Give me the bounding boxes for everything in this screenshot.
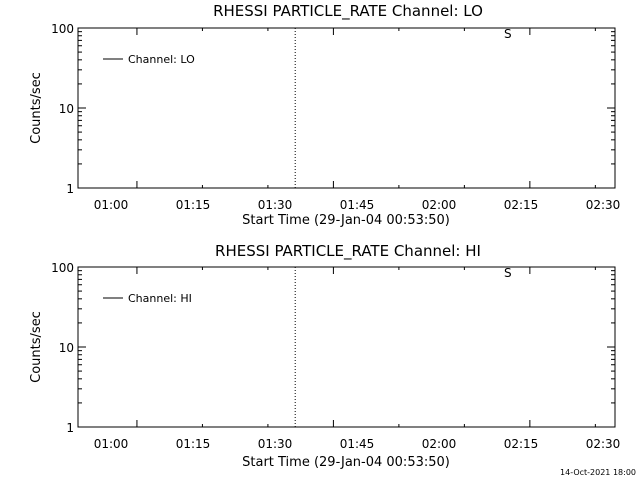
x-tick-label-hi-0100: 01:00 [94,437,129,451]
legend-label-lo: Channel: LO [128,53,195,66]
s-marker-hi: S [504,266,512,280]
y-tick-label-hi-10: 10 [59,341,74,355]
x-tick-label-lo-0100: 01:00 [94,198,129,212]
axis-ticks-lo [78,27,615,189]
x-tick-label-hi-0215: 02:15 [504,437,539,451]
x-tick-label-hi-0130: 01:30 [258,437,293,451]
time-markers-lo [294,28,296,188]
x-tick-label-hi-0230: 02:30 [586,437,621,451]
chart-title-hi: RHESSI PARTICLE_RATE Channel: HI [215,242,481,261]
x-axis-label-hi: Start Time (29-Jan-04 00:53:50) [242,455,450,470]
x-axis-label-lo: Start Time (29-Jan-04 00:53:50) [242,213,450,228]
footer-timestamp: 14-Oct-2021 18:00 [560,468,636,477]
panel-lo: RHESSI PARTICLE_RATE Channel: LO Counts/… [29,2,621,228]
y-axis-label-lo: Counts/sec [29,72,44,144]
y-tick-label-lo-100: 100 [51,22,74,36]
panel-hi: RHESSI PARTICLE_RATE Channel: HI Counts/… [29,242,621,470]
x-tick-label-lo-0215: 02:15 [504,198,539,212]
x-tick-label-lo-0130: 01:30 [258,198,293,212]
axis-ticks-hi [78,266,615,428]
legend-lo: Channel: LO [103,53,195,66]
y-tick-label-hi-100: 100 [51,261,74,275]
x-tick-label-lo-0200: 02:00 [422,198,457,212]
plot-frame-hi [77,266,616,428]
chart-title-lo: RHESSI PARTICLE_RATE Channel: LO [213,2,483,21]
y-axis-label-hi: Counts/sec [29,311,44,383]
x-tick-label-hi-0145: 01:45 [340,437,375,451]
y-tick-label-lo-1: 1 [66,182,74,196]
legend-label-hi: Channel: HI [128,292,192,305]
y-tick-label-lo-10: 10 [59,102,74,116]
s-marker-lo: S [504,27,512,41]
x-tick-label-lo-0115: 01:15 [176,198,211,212]
x-tick-label-lo-0230: 02:30 [586,198,621,212]
y-tick-label-hi-1: 1 [66,421,74,435]
x-tick-label-lo-0145: 01:45 [340,198,375,212]
legend-hi: Channel: HI [103,292,192,305]
time-markers-hi [294,267,296,427]
x-tick-label-hi-0115: 01:15 [176,437,211,451]
plot-frame-lo [77,27,616,189]
x-tick-label-hi-0200: 02:00 [422,437,457,451]
